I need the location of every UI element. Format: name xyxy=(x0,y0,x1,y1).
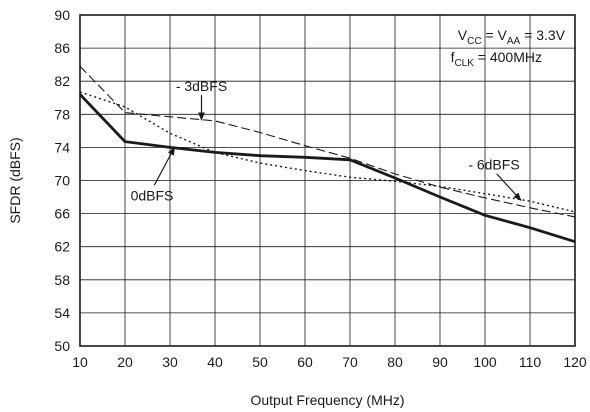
x-tick-label: 30 xyxy=(162,354,178,370)
tick-labels: 10 20 30 40 50 60 70 80 90 100 110 120 50 54 58 62 66 70 7… xyxy=(54,7,586,370)
y-tick-label: 62 xyxy=(54,239,70,255)
x-tick-label: 60 xyxy=(297,354,313,370)
y-tick-label: 74 xyxy=(54,139,70,155)
vaa-subscript: AA xyxy=(507,36,521,47)
series-layer xyxy=(78,65,576,244)
condition-supply-label: VCC = VAA = 3.3V xyxy=(458,27,566,47)
y-tick-label: 66 xyxy=(54,206,70,222)
x-tick-label: 50 xyxy=(252,354,268,370)
annotation-0dbfs: 0dBFS xyxy=(131,187,174,203)
y-tick-label: 90 xyxy=(54,7,70,23)
x-tick-label: 80 xyxy=(387,354,403,370)
vcc-subscript: CC xyxy=(467,36,481,47)
vcc-symbol: V xyxy=(458,27,468,43)
x-tick-label: 20 xyxy=(117,354,133,370)
y-tick-label: 82 xyxy=(54,73,70,89)
y-tick-label: 50 xyxy=(54,338,70,354)
x-tick-label: 70 xyxy=(342,354,358,370)
y-axis-label: SFDR (dBFS) xyxy=(7,137,23,223)
clock-value: = 400MHz xyxy=(474,49,542,65)
fclk-symbol: f xyxy=(451,49,455,65)
y-tick-label: 70 xyxy=(54,173,70,189)
series-line-6dbfs xyxy=(79,91,576,213)
annotation-3dbfs: - 3dBFS xyxy=(176,78,227,94)
x-tick-label: 110 xyxy=(519,354,542,370)
y-tick-label: 86 xyxy=(54,40,70,56)
x-tick-label: 10 xyxy=(72,354,88,370)
annotation-arrow-0dbfs xyxy=(153,146,176,186)
y-tick-label: 54 xyxy=(54,305,70,321)
x-tick-label: 40 xyxy=(207,354,223,370)
supply-value: = 3.3V xyxy=(520,27,565,43)
fclk-subscript: CLK xyxy=(454,58,474,69)
x-tick-label: 90 xyxy=(432,354,448,370)
y-tick-label: 58 xyxy=(54,272,70,288)
series-line-0dbfs xyxy=(78,93,576,244)
annotation-layer: - 3dBFS 0dBFS - 6dBFS xyxy=(131,78,522,203)
annotation-arrow-6dbfs xyxy=(496,173,522,201)
series-line-3dbfs xyxy=(79,65,576,218)
vaa-symbol: = V xyxy=(482,27,508,43)
x-tick-label: 120 xyxy=(563,354,587,370)
x-axis-label: Output Frequency (MHz) xyxy=(250,392,404,408)
x-tick-label: 100 xyxy=(473,354,497,370)
y-tick-label: 78 xyxy=(54,106,70,122)
condition-clock-label: fCLK = 400MHz xyxy=(451,49,542,69)
annotation-6dbfs: - 6dBFS xyxy=(468,157,519,173)
plot-frame xyxy=(79,14,576,347)
